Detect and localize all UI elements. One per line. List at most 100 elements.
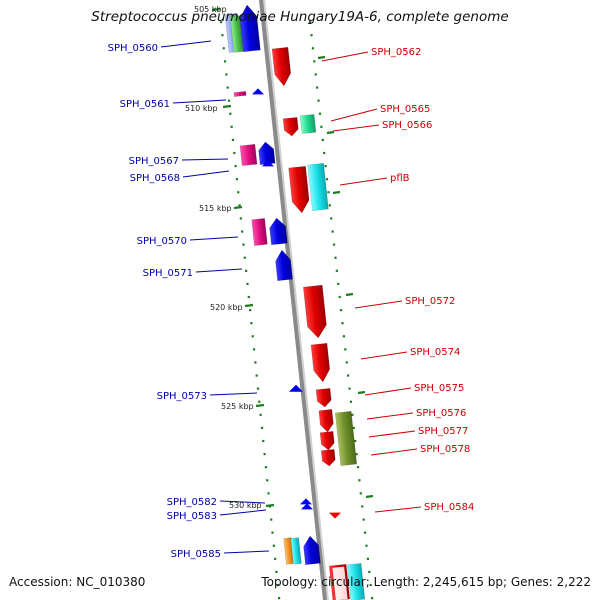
scale-dot [243,256,246,259]
scale-dot [220,21,223,24]
gene-feature-red [288,165,310,214]
scale-dot [338,295,341,299]
label-leader [368,430,416,438]
gene-feature-small-blue [301,503,313,510]
scale-dot [245,269,248,272]
scale-dot [241,230,244,233]
gene-feature-small-pink [233,91,247,97]
map-title: Streptococcus pneumoniae Hungary19A-6, c… [91,9,509,25]
scale-dot [247,295,250,299]
gene-feature-red [318,409,334,433]
gene-feature-red [303,284,327,339]
label-leader [330,108,378,122]
scale-dot [340,309,343,312]
gene-label-right: SPH_0574 [410,347,460,358]
gene-label-left: SPH_0571 [143,268,193,279]
scale-major-tick [211,7,221,12]
scale-dot [347,374,350,377]
scale-dot [348,387,351,390]
backbone-line [259,0,327,600]
scale-dot [362,518,365,521]
scale-dot [276,583,279,587]
gene-label-right: SPH_0566 [382,120,432,131]
gene-feature-red [282,116,299,137]
scale-major-tick [222,104,232,109]
label-leader [160,40,212,48]
scale-major-tick [326,130,335,135]
scale-dot [223,60,227,63]
scale-dot [229,112,232,115]
scale-dot [363,531,367,534]
scale-labels: 505 kbp 510 kbp 515 kbp 520 kbp 525 kbp 530 k… [185,5,374,510]
gene-label-left: SPH_0567 [129,156,179,167]
label-leader [189,236,239,241]
gene-feature-red [310,342,330,383]
label-leader [354,300,403,309]
scale-dot [313,60,316,63]
scale-major-tick [317,55,326,60]
scale-dot [254,361,257,364]
scale-label: 510 kbp [185,104,218,113]
gene-feature-cyan [307,162,329,212]
scale-dot [231,138,235,142]
scale-dot [237,191,240,194]
scale-dot [351,413,354,416]
scale-dot [267,492,270,495]
scale-dot [325,178,329,181]
scale-dot [242,243,245,246]
scale-dot [361,505,364,508]
scale-dot [255,374,258,377]
scale-dot [262,439,265,443]
scale-dot [234,165,237,168]
topology-text: Topology: circular; Length: 2,245,615 bp… [261,575,591,589]
scale-dot [249,309,252,312]
scale-dot [235,178,239,181]
gene-feature-blue [269,217,288,246]
gene-label-right: SPH_0578 [420,444,470,455]
scale-dot [369,583,372,587]
gene-feature-blue [275,249,293,282]
gene-feature-small-blue [252,88,264,95]
scale-dot [310,34,313,37]
gene-label-right: SPH_0584 [424,502,474,513]
label-leader [321,51,369,62]
scale-major-tick [233,205,243,210]
scale-dot [271,531,274,534]
gene-label-left: SPH_0582 [167,497,217,508]
gene-feature-small-blue [289,384,303,392]
scale-dot [263,453,266,456]
gene-feature-small-blue [262,160,274,167]
scale-dot [331,230,334,233]
gene-feature-mint [299,113,317,135]
scale-dot [358,479,361,482]
gene-label-left: SPH_0570 [137,236,187,247]
gene-feature-red [315,387,332,408]
gene-feature-cyan [290,537,302,565]
label-leader [219,509,267,516]
scale-dot [318,112,322,115]
scale-dot [328,204,331,207]
scale-label: 520 kbp [210,303,243,312]
scale-dot [354,439,357,443]
gene-label-right: SPH_0562 [371,47,421,58]
scale-dot [239,217,242,220]
scale-dot [260,426,264,430]
scale-dot [332,243,336,246]
scale-dot [274,557,277,560]
scale-dot [365,544,368,547]
scale-dot [341,322,344,325]
scale-dot [359,492,362,495]
scale-dot [251,335,254,338]
gene-label-left: SPH_0561 [120,99,170,110]
scale-dot [221,34,224,37]
scale-dot [311,47,315,50]
label-leader-lines [160,40,422,554]
genome-backbone [259,0,329,600]
gene-features [224,4,366,600]
scale-dot [316,86,319,89]
scale-dot [355,453,358,456]
scale-dot [266,479,269,482]
scale-dot [278,597,281,600]
scale-dot [250,322,253,325]
